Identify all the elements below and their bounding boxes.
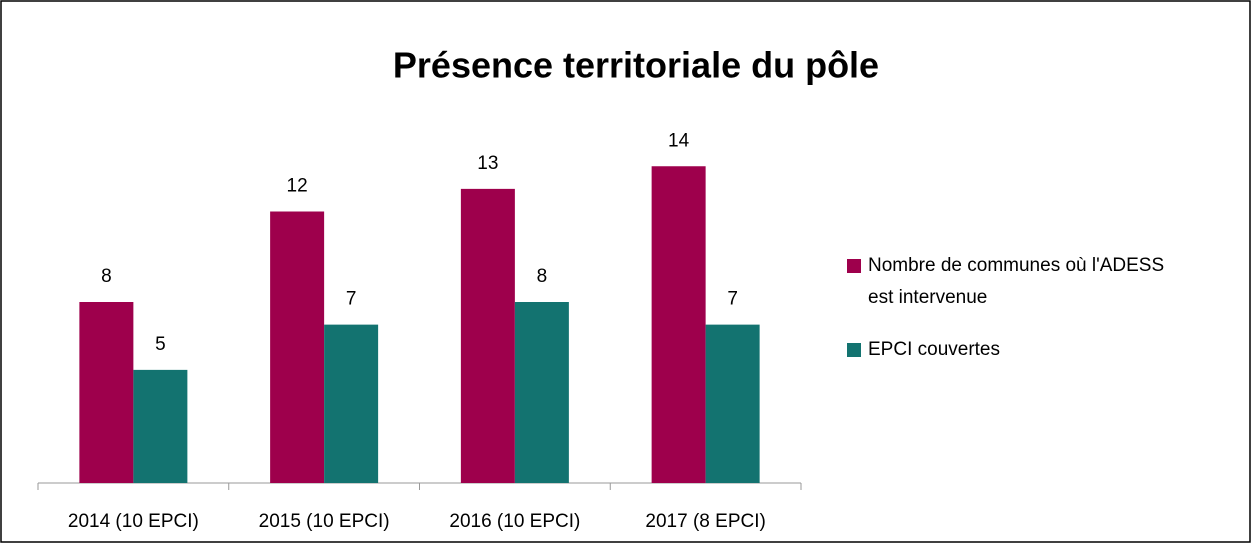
data-label: 7 [346,289,357,310]
data-label: 8 [101,266,112,287]
legend-swatch [847,343,861,357]
bar [460,188,515,483]
data-label: 12 [287,176,308,197]
legend-label: EPCI couvertes [868,339,1000,360]
legend-label: Nombre de communes où l'ADESS est interv… [868,255,1165,308]
x-tick-label: 2014 (10 EPCI) [68,511,199,532]
data-label: 5 [155,334,166,355]
data-label: 13 [477,153,498,174]
bar [133,369,188,483]
bar [324,324,379,483]
chart-title: Présence territoriale du pôle [393,45,879,86]
bar [514,302,569,483]
bar [705,324,760,483]
x-tick-label: 2017 (8 EPCI) [645,511,765,532]
legend-swatch [847,259,861,273]
x-tick-label: 2015 (10 EPCI) [259,511,390,532]
bar [79,302,134,483]
bar [651,166,706,483]
legend-item: Nombre de communes où l'ADESS est interv… [847,250,1192,314]
data-label: 14 [668,130,690,151]
data-label: 8 [537,266,548,287]
x-tick-label: 2016 (10 EPCI) [449,511,580,532]
bar [270,211,325,483]
data-label: 7 [727,289,738,310]
legend-item: EPCI couvertes [847,334,1192,366]
